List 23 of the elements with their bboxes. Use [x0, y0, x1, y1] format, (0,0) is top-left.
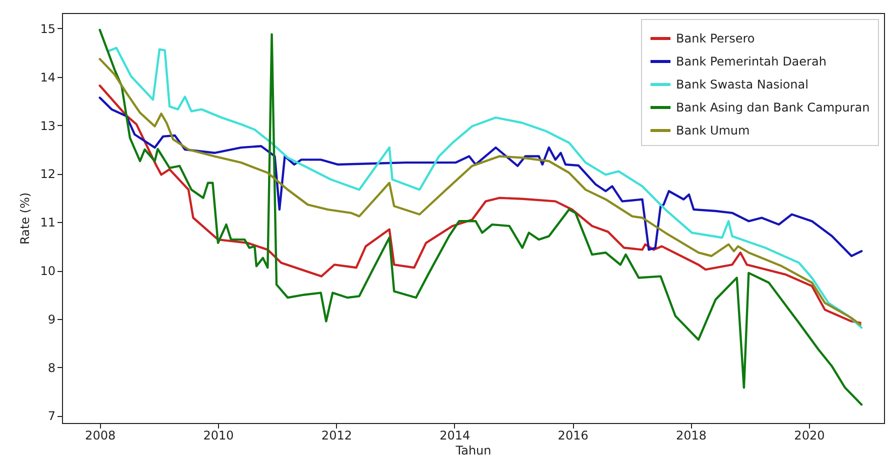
legend-label: Bank Swasta Nasional: [676, 78, 808, 92]
x-tick-label: 2012: [321, 428, 352, 442]
legend-label: Bank Umum: [676, 124, 750, 138]
y-tick-label: 13: [40, 118, 56, 133]
y-tick-label: 11: [40, 216, 56, 230]
y-tick-label: 14: [40, 70, 56, 84]
y-tick-label: 7: [48, 409, 56, 424]
y-tick-label: 10: [40, 264, 56, 278]
x-tick-label: 2010: [203, 428, 234, 442]
x-tick-label: 2014: [440, 428, 470, 442]
y-tick-label: 12: [40, 167, 56, 182]
legend-label: Bank Pemerintah Daerah: [676, 54, 826, 68]
y-tick-label: 15: [40, 22, 56, 36]
y-tick-label: 8: [48, 360, 56, 375]
y-tick-label: 9: [48, 312, 56, 326]
x-tick-label: 2008: [85, 428, 116, 442]
x-axis-title: Tahun: [454, 444, 492, 458]
y-axis-title: Rate (%): [18, 192, 32, 245]
x-tick-label: 2018: [676, 428, 707, 442]
x-tick-label: 2016: [558, 428, 588, 442]
legend-label: Bank Persero: [676, 32, 755, 46]
legend-label: Bank Asing dan Bank Campuran: [676, 100, 870, 114]
x-tick-label: 2020: [794, 428, 825, 442]
